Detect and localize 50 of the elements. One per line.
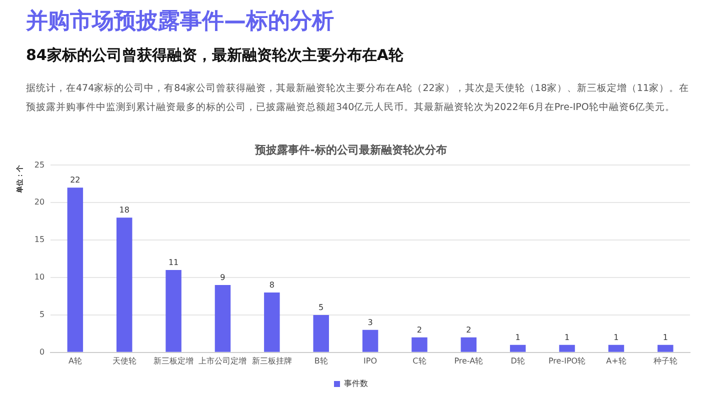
- legend-label: 事件数: [344, 379, 368, 388]
- data-label: 1: [662, 332, 668, 342]
- x-tick-label: Pre-A轮: [454, 356, 484, 366]
- data-label: 11: [168, 258, 179, 268]
- chart-title: 预披露事件-标的公司最新融资轮次分布: [254, 143, 447, 156]
- x-tick-label: 天使轮: [112, 356, 136, 366]
- bar: [362, 330, 378, 352]
- bar: [116, 218, 132, 352]
- bar: [67, 188, 84, 352]
- x-tick-label: 上市公司定增: [198, 356, 247, 366]
- data-label: 8: [269, 280, 274, 290]
- y-tick-label: 0: [39, 347, 45, 356]
- bar: [608, 344, 624, 352]
- text: 并购市场预披露事件—标的分析: [26, 8, 335, 36]
- x-tick-label: C轮: [412, 356, 426, 366]
- bar: [412, 337, 428, 352]
- x-tick-label: 新三板定增: [154, 356, 194, 366]
- bar: [264, 292, 280, 352]
- data-label: 5: [318, 303, 324, 312]
- x-tick-label: 种子轮: [653, 356, 678, 366]
- bar: [313, 314, 329, 352]
- data-label: 2: [416, 326, 422, 334]
- x-tick-label: A+轮: [606, 356, 626, 366]
- x-tick-label: 新三板挂牌: [252, 356, 292, 366]
- data-label: 9: [220, 273, 226, 282]
- y-tick-label: 5: [39, 310, 45, 320]
- text: 84家标的公司曾获得融资，最新融资轮次主要分布在A轮: [26, 46, 404, 65]
- x-tick-label: D轮: [510, 356, 525, 366]
- bar: [166, 270, 182, 352]
- text: 据统计，在474家标的公司中，有84家公司曾获得融资，其最新融资轮次主要分布在A轮（22家），其次是天使轮（18家）、新三板定增（11家）。在预披露并购事件中监测到累计融资最多的标的公司，已披露融资总额超340亿元人民币。其最新融资轮次为2022年6月在Pre-IPO轮中融资6亿美元。: [26, 82, 690, 115]
- y-tick-label: 20: [34, 198, 45, 207]
- data-label: 2: [466, 326, 472, 334]
- data-label: 1: [564, 332, 570, 342]
- y-tick-label: 10: [34, 272, 45, 282]
- bar: [658, 344, 674, 352]
- bar: [460, 337, 477, 352]
- bar: [214, 285, 231, 352]
- bar: [510, 344, 526, 352]
- data-label: 1: [515, 332, 520, 342]
- x-tick-label: A轮: [68, 356, 82, 366]
- x-tick-label: Pre-IPO轮: [548, 356, 586, 366]
- data-label: 22: [70, 176, 80, 185]
- y-tick-label: 15: [34, 235, 45, 244]
- x-tick-label: IPO: [364, 356, 378, 366]
- data-label: 1: [614, 332, 619, 342]
- y-tick-label: 25: [34, 160, 45, 170]
- x-tick-label: B轮: [314, 356, 328, 366]
- data-label: 18: [119, 206, 130, 215]
- data-label: 3: [368, 318, 373, 328]
- bar: [559, 344, 575, 352]
